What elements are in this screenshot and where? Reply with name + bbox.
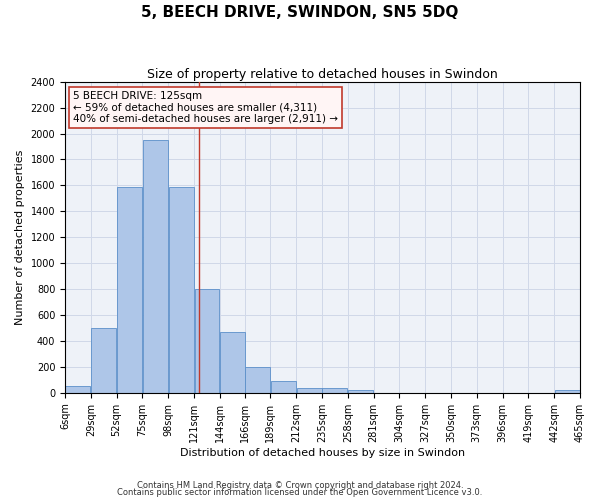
Title: Size of property relative to detached houses in Swindon: Size of property relative to detached ho…: [147, 68, 498, 80]
Bar: [91, 328, 116, 393]
Text: Contains HM Land Registry data © Crown copyright and database right 2024.: Contains HM Land Registry data © Crown c…: [137, 480, 463, 490]
Bar: [296, 388, 322, 393]
Text: 5 BEECH DRIVE: 125sqm
← 59% of detached houses are smaller (4,311)
40% of semi-d: 5 BEECH DRIVE: 125sqm ← 59% of detached …: [73, 91, 338, 124]
Bar: [271, 381, 296, 393]
Text: 5, BEECH DRIVE, SWINDON, SN5 5DQ: 5, BEECH DRIVE, SWINDON, SN5 5DQ: [142, 5, 458, 20]
Bar: [194, 289, 220, 393]
Bar: [348, 390, 373, 393]
X-axis label: Distribution of detached houses by size in Swindon: Distribution of detached houses by size …: [180, 448, 465, 458]
Bar: [169, 186, 194, 393]
Bar: [143, 140, 168, 393]
Bar: [554, 390, 580, 393]
Y-axis label: Number of detached properties: Number of detached properties: [15, 150, 25, 325]
Bar: [65, 386, 91, 393]
Bar: [220, 332, 245, 393]
Bar: [117, 186, 142, 393]
Text: Contains public sector information licensed under the Open Government Licence v3: Contains public sector information licen…: [118, 488, 482, 497]
Bar: [322, 388, 347, 393]
Bar: [245, 367, 270, 393]
